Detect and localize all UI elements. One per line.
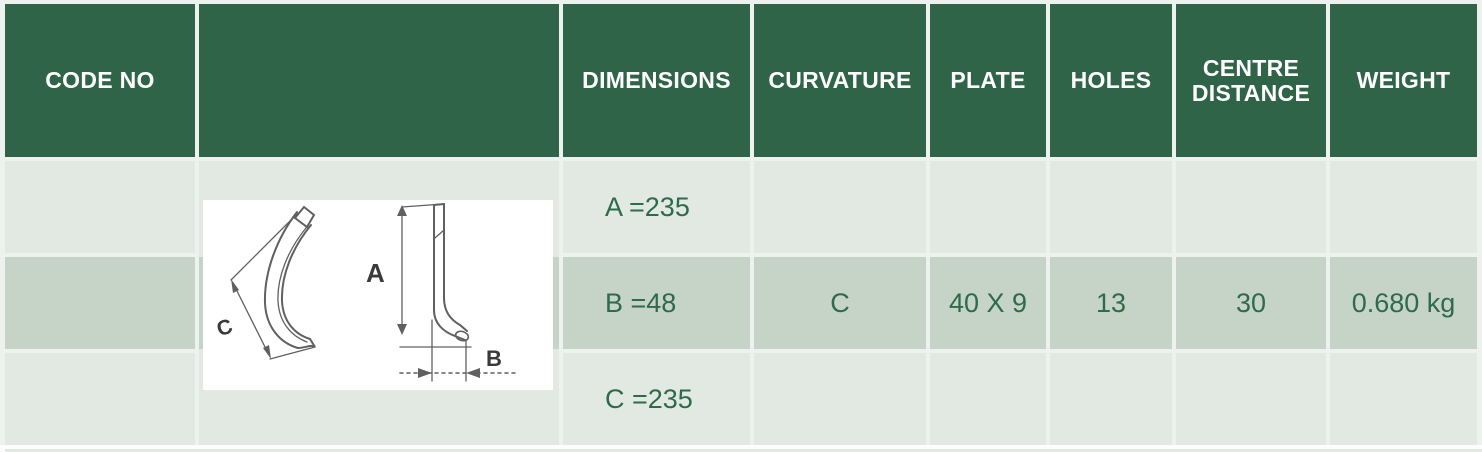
product-table: CODE NO DIMENSIONS CURVATURE PLATE HOLES… — [5, 4, 1477, 445]
cell-dimension-c: C =235 — [563, 353, 750, 445]
header-weight: WEIGHT — [1330, 4, 1477, 157]
cell-curvature: C — [754, 257, 926, 349]
header-centre-distance: CENTRE DISTANCE — [1176, 4, 1326, 157]
cell-dimension-b: B =48 — [563, 257, 750, 349]
blade-side-view — [397, 203, 520, 382]
cell-holes-bottom — [1050, 353, 1172, 445]
cell-curvature-bottom — [754, 353, 926, 445]
cell-curvature-top — [754, 161, 926, 253]
drawing-label-b: B — [486, 346, 502, 371]
dimension-line-c — [232, 282, 270, 356]
cell-weight-top — [1330, 161, 1477, 253]
cell-product-image: C — [199, 161, 559, 445]
header-plate: PLATE — [930, 4, 1046, 157]
cell-plate-top — [930, 161, 1046, 253]
blade-front-view — [230, 205, 316, 360]
cell-holes-top — [1050, 161, 1172, 253]
cell-plate-bottom — [930, 353, 1046, 445]
cell-weight: 0.680 kg — [1330, 257, 1477, 349]
cell-weight-bottom — [1330, 353, 1477, 445]
cell-centre-distance: 30 — [1176, 257, 1326, 349]
next-section-edge — [5, 449, 1482, 452]
cell-holes: 13 — [1050, 257, 1172, 349]
drawing-label-a: A — [366, 258, 385, 288]
table-bottom-gap — [0, 445, 1482, 452]
cell-centre-distance-top — [1176, 161, 1326, 253]
cell-code-no-top — [5, 161, 195, 253]
cell-centre-distance-bottom — [1176, 353, 1326, 445]
cell-code-no-bottom — [5, 353, 195, 445]
cell-plate: 40 X 9 — [930, 257, 1046, 349]
drawing-label-c: C — [214, 315, 236, 342]
header-curvature: CURVATURE — [754, 4, 926, 157]
blade-technical-drawing: C — [214, 203, 520, 382]
cell-dimension-a: A =235 — [563, 161, 750, 253]
header-image — [199, 4, 559, 157]
cell-code-no — [5, 257, 195, 349]
header-code-no: CODE NO — [5, 4, 195, 157]
header-dimensions: DIMENSIONS — [563, 4, 750, 157]
blade-drawing: C — [203, 200, 553, 390]
header-holes: HOLES — [1050, 4, 1172, 157]
